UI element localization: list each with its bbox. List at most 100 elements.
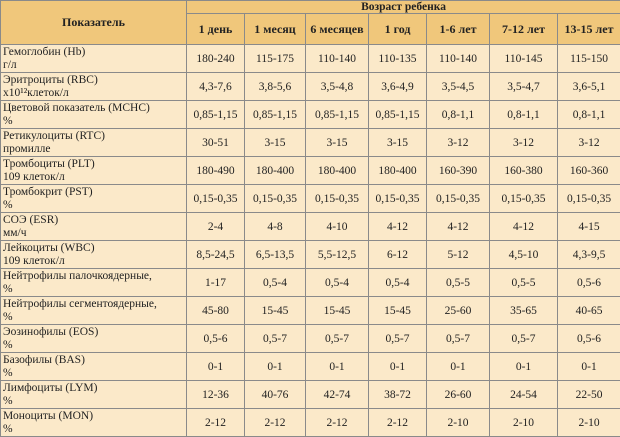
value-cell: 0-1: [306, 353, 369, 381]
age-group-header: Возраст ребенка: [187, 1, 620, 14]
parameter-name: Лейкоциты (WBC): [3, 242, 184, 255]
age-header: 1 месяц: [245, 14, 306, 45]
value-cell: 0,5-5: [427, 269, 490, 297]
value-cell: 0-1: [490, 353, 558, 381]
parameter-name: Тромбоциты (PLT): [3, 158, 184, 171]
value-cell: 0-1: [187, 353, 245, 381]
parameter-unit: %: [3, 423, 184, 436]
parameter-name: Нейтрофилы палочкоядерные,: [3, 270, 184, 283]
value-cell: 40-76: [245, 381, 306, 409]
value-cell: 0,85-1,15: [245, 101, 306, 129]
value-cell: 0,8-1,1: [490, 101, 558, 129]
value-cell: 0,85-1,15: [187, 101, 245, 129]
value-cell: 0,85-1,15: [306, 101, 369, 129]
value-cell: 3,5-4,7: [490, 73, 558, 101]
value-cell: 180-400: [306, 157, 369, 185]
value-cell: 24-54: [490, 381, 558, 409]
parameter-name: Базофилы (BAS): [3, 354, 184, 367]
value-cell: 4,3-7,6: [187, 73, 245, 101]
value-cell: 180-400: [369, 157, 427, 185]
value-cell: 45-80: [187, 297, 245, 325]
value-cell: 4-10: [306, 213, 369, 241]
value-cell: 0,5-6: [558, 269, 620, 297]
value-cell: 4-12: [490, 213, 558, 241]
value-cell: 22-50: [558, 381, 620, 409]
value-cell: 110-145: [490, 45, 558, 73]
parameter-name: Тромбокрит (PST): [3, 186, 184, 199]
value-cell: 115-150: [558, 45, 620, 73]
value-cell: 2-10: [490, 409, 558, 437]
parameter-unit: x10¹²клеток/л: [3, 87, 184, 100]
value-cell: 3-12: [490, 129, 558, 157]
value-cell: 0,5-7: [427, 325, 490, 353]
parameter-unit: %: [3, 311, 184, 324]
value-cell: 2-10: [427, 409, 490, 437]
value-cell: 0,15-0,35: [245, 185, 306, 213]
value-cell: 0,5-4: [369, 269, 427, 297]
parameter-cell: Лейкоциты (WBC)109 клеток/л: [1, 241, 187, 269]
value-cell: 4-12: [369, 213, 427, 241]
value-cell: 4,3-9,5: [558, 241, 620, 269]
parameter-name: Нейтрофилы сегментоядерные,: [3, 298, 184, 311]
value-cell: 180-400: [245, 157, 306, 185]
value-cell: 115-175: [245, 45, 306, 73]
parameter-cell: Моноциты (MON)%: [1, 409, 187, 437]
value-cell: 8,5-24,5: [187, 241, 245, 269]
parameter-header: Показатель: [1, 1, 187, 45]
value-cell: 3,5-4,5: [427, 73, 490, 101]
value-cell: 4-8: [245, 213, 306, 241]
value-cell: 180-240: [187, 45, 245, 73]
value-cell: 4-15: [558, 213, 620, 241]
parameter-cell: Нейтрофилы палочкоядерные,%: [1, 269, 187, 297]
value-cell: 0,5-7: [306, 325, 369, 353]
parameter-cell: Ретикулоциты (RTC)промилле: [1, 129, 187, 157]
value-cell: 4,5-10: [490, 241, 558, 269]
parameter-unit: мм/ч: [3, 227, 184, 240]
value-cell: 0,15-0,35: [490, 185, 558, 213]
value-cell: 160-380: [490, 157, 558, 185]
value-cell: 0-1: [427, 353, 490, 381]
value-cell: 0,85-1,15: [369, 101, 427, 129]
value-cell: 0,5-7: [490, 325, 558, 353]
value-cell: 1-17: [187, 269, 245, 297]
parameter-name: Моноциты (MON): [3, 410, 184, 423]
parameter-unit: 109 клеток/л: [3, 255, 184, 268]
value-cell: 15-45: [245, 297, 306, 325]
parameter-cell: Нейтрофилы сегментоядерные,%: [1, 297, 187, 325]
value-cell: 110-140: [306, 45, 369, 73]
value-cell: 3,8-5,6: [245, 73, 306, 101]
value-cell: 42-74: [306, 381, 369, 409]
value-cell: 5,5-12,5: [306, 241, 369, 269]
value-cell: 3-15: [306, 129, 369, 157]
parameter-name: СОЭ (ESR): [3, 214, 184, 227]
value-cell: 3-12: [558, 129, 620, 157]
value-cell: 3,5-4,8: [306, 73, 369, 101]
value-cell: 0,15-0,35: [369, 185, 427, 213]
parameter-cell: Базофилы (BAS)%: [1, 353, 187, 381]
value-cell: 26-60: [427, 381, 490, 409]
value-cell: 25-60: [427, 297, 490, 325]
age-header: 1 день: [187, 14, 245, 45]
value-cell: 180-490: [187, 157, 245, 185]
parameter-cell: Гемоглобин (Hb)г/л: [1, 45, 187, 73]
parameter-cell: Цветовой показатель (MCHC)%: [1, 101, 187, 129]
parameter-cell: СОЭ (ESR)мм/ч: [1, 213, 187, 241]
parameter-unit: %: [3, 339, 184, 352]
value-cell: 35-65: [490, 297, 558, 325]
value-cell: 2-12: [187, 409, 245, 437]
value-cell: 15-45: [369, 297, 427, 325]
age-header: 6 месяцев: [306, 14, 369, 45]
value-cell: 110-140: [427, 45, 490, 73]
